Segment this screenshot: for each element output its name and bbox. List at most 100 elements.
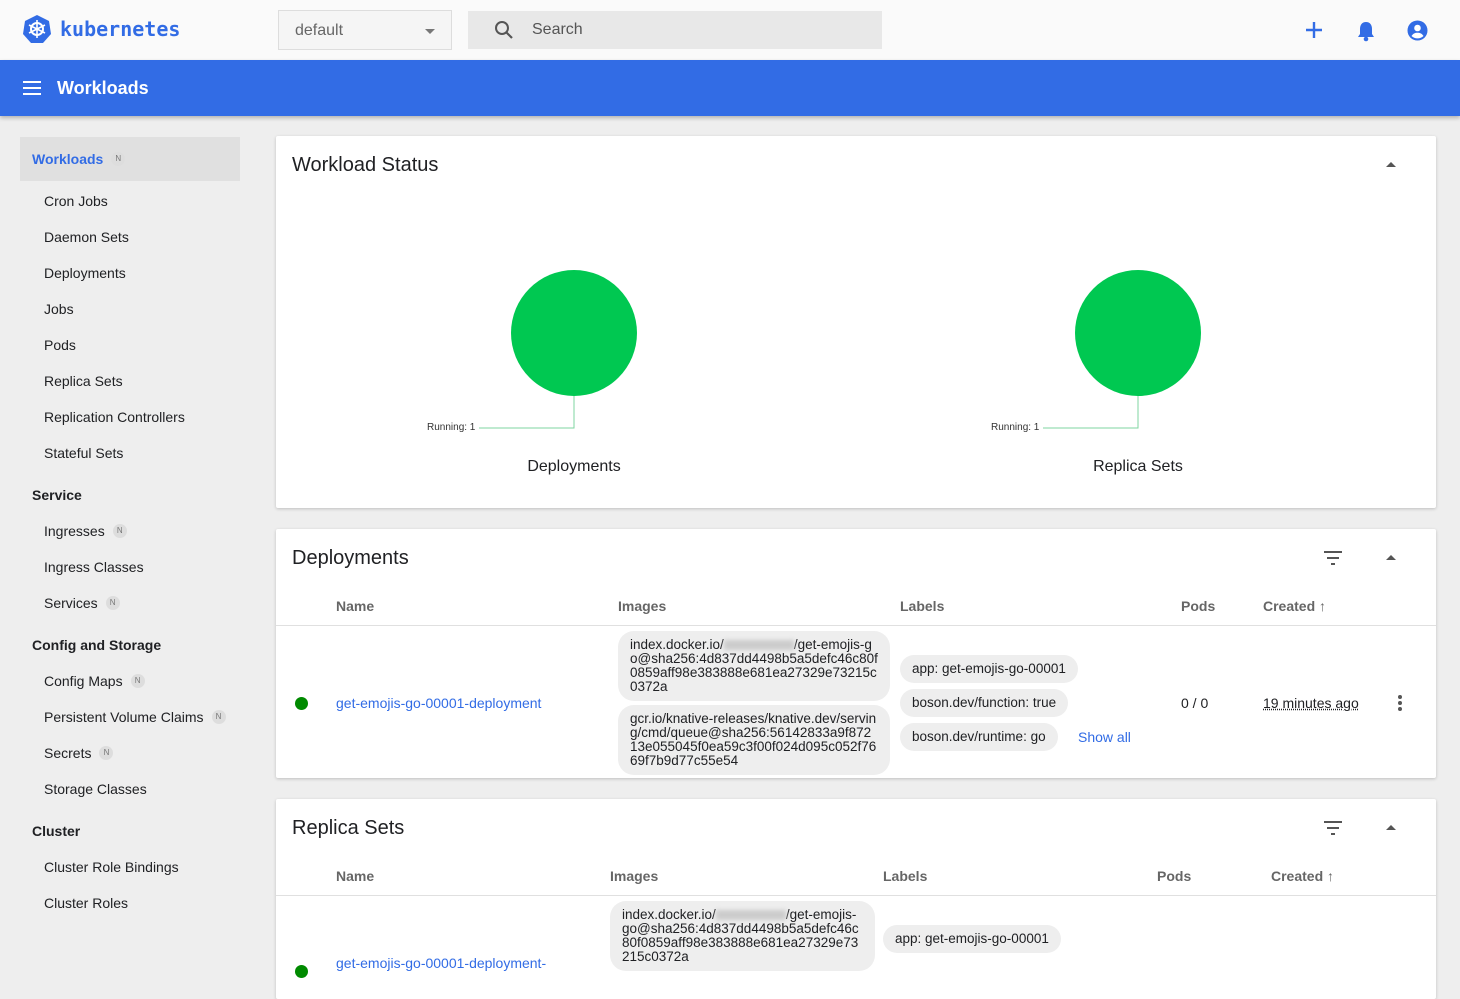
sidebar-item-label: Jobs	[44, 301, 74, 317]
replica-set-name-link[interactable]: get-emojis-go-00001-deployment-	[336, 955, 547, 971]
filter-icon[interactable]	[1324, 821, 1342, 835]
sidebar-item-daemon-sets[interactable]: Daemon Sets	[20, 219, 240, 255]
sidebar-item-pods[interactable]: Pods	[20, 327, 240, 363]
sidebar-item-label: Config Maps	[44, 673, 123, 689]
image-registry: index.docker.io/	[622, 907, 716, 922]
pods-count: 0 / 0	[1181, 695, 1209, 711]
collapse-icon[interactable]	[1386, 162, 1396, 167]
sidebar-item-label: Storage Classes	[44, 781, 147, 797]
show-all-labels-link[interactable]: Show all	[1078, 729, 1131, 745]
sidebar-section-cluster[interactable]: Cluster	[20, 807, 240, 849]
sidebar-item-secrets[interactable]: Secrets N	[20, 735, 240, 771]
filter-icon[interactable]	[1324, 551, 1342, 565]
namespace-value: default	[295, 22, 344, 39]
status-pie	[1043, 270, 1201, 429]
image-registry: index.docker.io/	[630, 637, 724, 652]
sidebar-item-label: Cluster Roles	[44, 895, 129, 911]
column-header-pods: Pods	[1181, 598, 1216, 614]
account-icon[interactable]	[1407, 20, 1428, 41]
namespaced-badge: N	[99, 746, 114, 760]
column-header-labels: Labels	[900, 598, 945, 614]
image-path: /get-emojis-go@sha256:4d837dd4498b5a5def…	[622, 907, 859, 964]
status-running-icon	[295, 965, 308, 978]
sidebar-item-label: Replica Sets	[44, 373, 123, 389]
search-bar	[468, 11, 882, 49]
sidebar-item-stateful-sets[interactable]: Stateful Sets	[20, 435, 240, 471]
search-input[interactable]	[532, 21, 872, 39]
sidebar-section-label: Config and Storage	[32, 637, 162, 653]
sidebar-item-deployments[interactable]: Deployments	[20, 255, 240, 291]
namespaced-badge: N	[105, 596, 120, 610]
sidebar-section-config-and-storage[interactable]: Config and Storage	[20, 621, 240, 663]
page-header: Workloads	[0, 60, 1460, 116]
sidebar-item-ingress-classes[interactable]: Ingress Classes	[20, 549, 240, 585]
replica-sets-card: Replica Sets Name Images Labels Pods Cre…	[276, 799, 1436, 999]
card-title: Replica Sets	[292, 817, 405, 839]
image-chip: index.docker.io//get-emojis-go@sha256:4d…	[610, 901, 875, 971]
more-vert-icon[interactable]	[1398, 695, 1402, 713]
sidebar-item-ingresses[interactable]: Ingresses N	[20, 513, 240, 549]
column-header-pods: Pods	[1157, 868, 1192, 884]
sidebar-item-label: Ingress Classes	[44, 559, 144, 575]
chart-name: Replica Sets	[1093, 458, 1183, 475]
image-chip: gcr.io/knative-releases/knative.dev/serv…	[618, 705, 890, 775]
sidebar-item-label: Services	[44, 595, 98, 611]
menu-icon[interactable]	[23, 81, 41, 95]
sidebar-section-workloads[interactable]: Workloads N	[20, 137, 240, 181]
sidebar-item-label: Cluster Role Bindings	[44, 859, 179, 875]
column-header-images: Images	[610, 868, 659, 884]
deployments-card: Deployments Name Images Labels Pods Crea…	[276, 529, 1436, 778]
column-header-created[interactable]: Created ↑	[1263, 598, 1326, 614]
sidebar-section-label: Cluster	[32, 823, 81, 839]
deployment-name-link[interactable]: get-emojis-go-00001-deployment	[336, 695, 542, 711]
sidebar-section-label: Service	[32, 487, 82, 503]
sidebar-item-label: Persistent Volume Claims	[44, 709, 204, 725]
sidebar-item-cluster-role-bindings[interactable]: Cluster Role Bindings	[20, 849, 240, 885]
sidebar-item-jobs[interactable]: Jobs	[20, 291, 240, 327]
sidebar-item-label: Pods	[44, 337, 76, 353]
search-icon	[495, 21, 513, 39]
sidebar-item-label: Ingresses	[44, 523, 105, 539]
label-chip: boson.dev/runtime: go	[900, 723, 1058, 751]
image-chip: index.docker.io//get-emojis-go@sha256:4d…	[618, 631, 890, 701]
collapse-icon[interactable]	[1386, 825, 1396, 830]
sidebar-item-config-maps[interactable]: Config Maps N	[20, 663, 240, 699]
pie-label: Running: 1	[991, 422, 1040, 433]
collapse-icon[interactable]	[1386, 555, 1396, 560]
sidebar-item-services[interactable]: Services N	[20, 585, 240, 621]
kubernetes-logo[interactable]: kubernetes	[22, 14, 180, 44]
column-header-created[interactable]: Created ↑	[1271, 868, 1334, 884]
plus-icon[interactable]	[1305, 21, 1323, 39]
arrow-up-icon: ↑	[1319, 598, 1327, 614]
sidebar-item-persistent-volume-claims[interactable]: Persistent Volume Claims N	[20, 699, 240, 735]
pie-slice-running	[1075, 270, 1201, 396]
pie-slice-running	[511, 270, 637, 396]
column-header-images: Images	[618, 598, 667, 614]
column-header-name[interactable]: Name	[336, 598, 375, 614]
column-header-name[interactable]: Name	[336, 868, 375, 884]
sidebar-section-label: Workloads	[32, 151, 104, 167]
divider	[276, 625, 1436, 626]
label-chip: boson.dev/function: true	[900, 689, 1069, 717]
sidebar-item-label: Deployments	[44, 265, 126, 281]
namespaced-badge: N	[130, 674, 145, 688]
sidebar-item-label: Secrets	[44, 745, 92, 761]
status-pie	[479, 270, 637, 429]
namespace-selector[interactable]: default	[278, 10, 452, 50]
sidebar-section-service[interactable]: Service	[20, 471, 240, 513]
sidebar: Workloads N Cron Jobs Daemon Sets Deployment…	[20, 137, 240, 921]
bell-icon[interactable]	[1356, 20, 1376, 42]
sidebar-item-replication-controllers[interactable]: Replication Controllers	[20, 399, 240, 435]
sidebar-item-replica-sets[interactable]: Replica Sets	[20, 363, 240, 399]
pie-label: Running: 1	[427, 422, 476, 433]
divider	[276, 895, 1436, 896]
brand-name: kubernetes	[60, 17, 181, 41]
column-header-created-label: Created	[1263, 598, 1316, 614]
label-chip: app: get-emojis-go-00001	[900, 655, 1078, 683]
sidebar-item-storage-classes[interactable]: Storage Classes	[20, 771, 240, 807]
sidebar-item-cron-jobs[interactable]: Cron Jobs	[20, 183, 240, 219]
card-title: Deployments	[292, 547, 409, 569]
redacted-text	[715, 910, 786, 921]
sidebar-item-cluster-roles[interactable]: Cluster Roles	[20, 885, 240, 921]
sidebar-item-label: Daemon Sets	[44, 229, 129, 245]
